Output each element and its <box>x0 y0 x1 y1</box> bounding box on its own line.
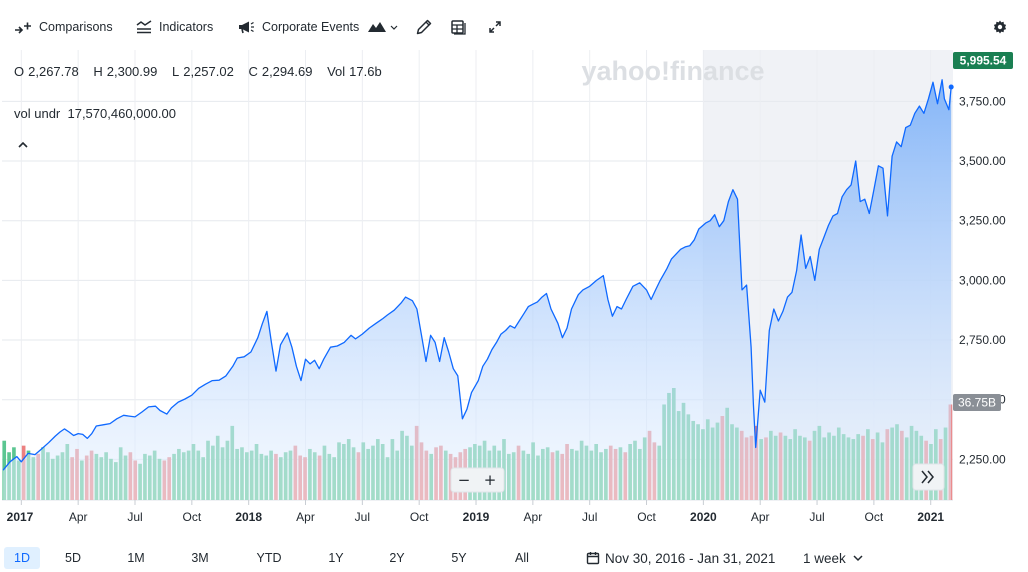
scroll-to-latest-button[interactable] <box>912 463 945 491</box>
table-icon <box>451 20 466 35</box>
date-range-label: Nov 30, 2016 - Jan 31, 2021 <box>605 550 776 566</box>
zoom-controls: − + <box>450 467 505 493</box>
x-tick-label: Oct <box>865 510 884 524</box>
x-tick-label: Oct <box>637 510 656 524</box>
interval-dropdown[interactable]: 1 week <box>803 548 864 568</box>
yahoo-finance-watermark: yahoo!finance <box>581 56 764 86</box>
vol-undr-value: 17,570,460,000.00 <box>67 106 176 121</box>
low-label: L <box>171 64 180 79</box>
price-chart[interactable]: yahoo!finance 2,250.002,500.002,750.003,… <box>0 50 1028 540</box>
last-price-dot <box>948 84 954 90</box>
x-tick-label: Apr <box>524 510 543 524</box>
x-tick-label: Oct <box>183 510 202 524</box>
data-table-button[interactable] <box>446 15 470 39</box>
pencil-icon <box>416 19 432 35</box>
vol-label: Vol <box>327 64 346 79</box>
mountain-chart-icon <box>368 22 398 32</box>
close-label: C <box>248 64 258 79</box>
comparisons-icon <box>15 22 31 34</box>
chart-type-dropdown[interactable] <box>366 15 400 39</box>
zoom-in-button[interactable]: + <box>478 468 504 492</box>
y-tick-label: 2,750.00 <box>959 333 1006 347</box>
x-tick-label: Jul <box>582 510 597 524</box>
comparisons-label: Comparisons <box>39 20 113 34</box>
x-tick-label: 2021 <box>917 510 944 524</box>
zoom-out-button[interactable]: − <box>451 468 477 492</box>
price-line <box>2 79 952 471</box>
price-area <box>3 79 952 501</box>
calendar-icon <box>586 552 600 565</box>
expand-chart-button[interactable] <box>483 15 507 39</box>
chart-toolbar: Comparisons Indicators Corporate Events <box>0 0 1028 52</box>
comparisons-button[interactable]: Comparisons <box>14 17 113 37</box>
volume-max-value: 36.75B <box>958 396 996 410</box>
x-tick-label: 2018 <box>235 510 262 524</box>
range-1y[interactable]: 1Y <box>328 551 344 565</box>
chevron-up-icon <box>18 141 28 148</box>
x-tick-label: Apr <box>296 510 315 524</box>
gear-icon <box>993 20 1007 34</box>
expand-icon <box>489 21 501 33</box>
vol-undr-label: vol undr <box>14 106 61 121</box>
x-tick-label: 2020 <box>690 510 717 524</box>
volume-underlying-readout: vol undr 17,570,460,000.00 <box>14 106 176 121</box>
x-tick-label: Jul <box>127 510 142 524</box>
range-5y[interactable]: 5Y <box>451 551 467 565</box>
current-price-value: 5,995.54 <box>960 54 1007 68</box>
interval-label: 1 week <box>803 550 846 566</box>
x-tick-label: 2017 <box>7 510 34 524</box>
indicators-label: Indicators <box>159 20 214 34</box>
x-tick-label: Apr <box>69 510 88 524</box>
chevron-down-icon <box>853 555 863 562</box>
volume-max-badge: 36.75B <box>953 394 1001 411</box>
y-tick-label: 2,250.00 <box>959 452 1006 466</box>
indicators-button[interactable]: Indicators <box>136 17 213 37</box>
indicators-icon <box>136 20 152 34</box>
x-tick-label: Jul <box>355 510 370 524</box>
x-axis-labels: 2017 Apr Jul Oct 2018 Apr Jul Oct 2019 Apr Jul Oct 2… <box>7 510 945 524</box>
range-2y[interactable]: 2Y <box>389 551 405 565</box>
double-chevron-right-icon <box>921 470 934 484</box>
x-tick-label: Jul <box>809 510 824 524</box>
vol-value: 17.6b <box>349 64 382 79</box>
open-value: 2,267.78 <box>28 64 79 79</box>
range-ytd[interactable]: YTD <box>256 551 282 565</box>
collapse-legend-button[interactable] <box>14 136 32 154</box>
y-tick-label: 3,000.00 <box>959 273 1006 287</box>
corporate-events-button[interactable]: Corporate Events <box>237 17 359 37</box>
draw-tool-button[interactable] <box>412 15 436 39</box>
megaphone-icon <box>239 21 254 34</box>
range-all[interactable]: All <box>515 551 529 565</box>
range-selector: 1D 5D 1M 3M YTD 1Y 2Y 5Y All Nov 30, 201… <box>0 544 1028 572</box>
high-label: H <box>93 64 103 79</box>
x-tick-label: Oct <box>410 510 429 524</box>
open-label: O <box>14 64 25 79</box>
y-tick-label: 3,500.00 <box>959 154 1006 168</box>
current-price-badge: 5,995.54 <box>953 52 1013 69</box>
x-tick-label: 2019 <box>463 510 490 524</box>
close-value: 2,294.69 <box>261 64 313 79</box>
zoom-in-icon: + <box>484 471 497 489</box>
range-1m[interactable]: 1M <box>127 551 145 565</box>
settings-button[interactable] <box>988 15 1012 39</box>
y-tick-label: 3,750.00 <box>959 94 1006 108</box>
range-1d[interactable]: 1D <box>4 547 40 569</box>
x-tick-label: Apr <box>751 510 770 524</box>
ohlc-readout: O 2,267.78 H 2,300.99 L 2,257.02 C 2,294.69 … <box>14 64 393 79</box>
corporate-events-label: Corporate Events <box>262 20 360 34</box>
date-range-picker[interactable]: Nov 30, 2016 - Jan 31, 2021 <box>586 548 775 568</box>
high-value: 2,300.99 <box>106 64 158 79</box>
y-tick-label: 3,250.00 <box>959 214 1006 228</box>
range-5d[interactable]: 5D <box>65 551 81 565</box>
zoom-out-icon: − <box>458 471 471 489</box>
range-3m[interactable]: 3M <box>191 551 209 565</box>
low-value: 2,257.02 <box>183 64 234 79</box>
